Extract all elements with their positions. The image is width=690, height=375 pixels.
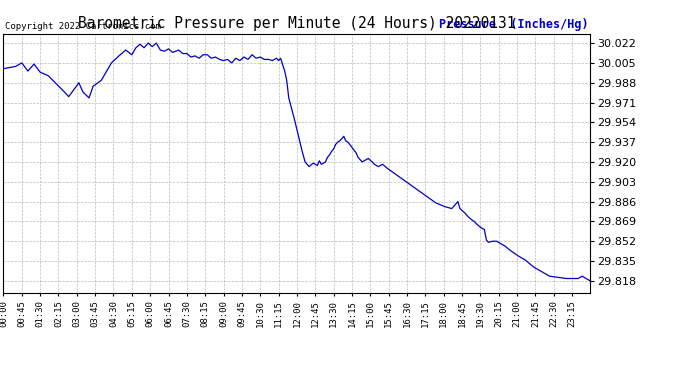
Text: Copyright 2022 Cartronics.com: Copyright 2022 Cartronics.com [5,22,161,31]
Text: Pressure  (Inches/Hg): Pressure (Inches/Hg) [439,18,589,31]
Title: Barometric Pressure per Minute (24 Hours) 20220131: Barometric Pressure per Minute (24 Hours… [78,16,515,31]
